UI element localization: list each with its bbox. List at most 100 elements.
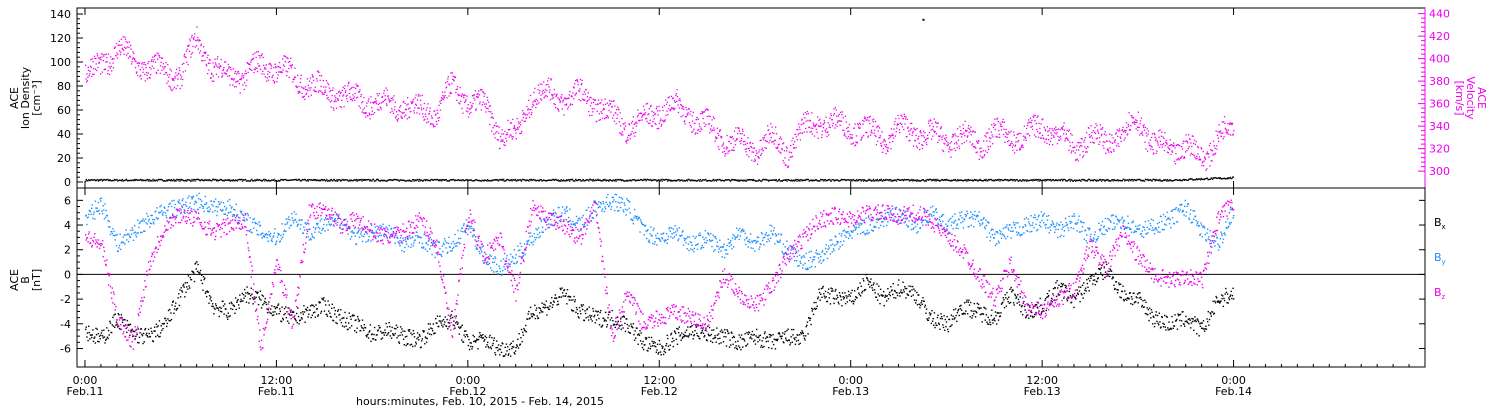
data-point [694, 133, 696, 135]
data-point [1140, 132, 1142, 134]
data-point [1169, 139, 1171, 141]
data-point [1103, 133, 1105, 135]
data-point [1010, 140, 1013, 143]
data-point [128, 324, 130, 326]
data-point [202, 179, 204, 182]
data-point [752, 147, 754, 149]
data-point [259, 65, 261, 67]
data-point [1103, 179, 1105, 181]
data-point [992, 136, 994, 138]
data-point [1108, 133, 1111, 135]
data-point [447, 328, 449, 330]
data-point [779, 151, 781, 154]
data-point [868, 120, 870, 122]
data-point [351, 100, 354, 102]
data-point [223, 180, 225, 182]
data-point [716, 137, 718, 139]
data-point [896, 178, 898, 181]
data-point [593, 101, 595, 104]
data-point [1202, 161, 1204, 163]
data-point [1166, 179, 1169, 181]
data-point [485, 179, 487, 181]
data-point [1218, 140, 1220, 143]
data-point [470, 179, 473, 181]
data-point [935, 133, 938, 135]
data-point [756, 180, 758, 182]
data-point [729, 180, 732, 182]
data-point [312, 79, 315, 82]
data-point [225, 73, 228, 75]
data-point [660, 178, 663, 181]
data-point [1215, 130, 1217, 132]
data-point [1225, 131, 1227, 133]
data-point [604, 103, 607, 106]
data-point [539, 90, 541, 92]
data-point [503, 180, 506, 182]
data-point [535, 98, 537, 101]
data-point [379, 330, 382, 333]
data-point [834, 179, 836, 181]
data-point [842, 117, 844, 119]
data-point [149, 180, 151, 182]
data-point [257, 291, 259, 294]
data-point [192, 37, 195, 40]
data-point [516, 117, 518, 120]
data-point [250, 179, 252, 181]
data-point [454, 322, 457, 324]
data-point [743, 143, 745, 146]
data-point [880, 144, 882, 146]
data-point [798, 179, 800, 181]
data-point [661, 119, 663, 122]
data-point [287, 61, 290, 63]
data-point [657, 110, 659, 112]
data-point [346, 179, 349, 181]
data-point [645, 103, 647, 105]
data-point [1030, 179, 1032, 181]
data-point [161, 57, 164, 59]
data-point [1018, 180, 1020, 182]
data-point [143, 332, 145, 335]
data-point [206, 72, 209, 75]
data-point [997, 179, 1000, 181]
data-point [441, 98, 443, 100]
data-point [851, 180, 853, 182]
data-point [752, 151, 755, 153]
data-point [451, 82, 453, 85]
data-point [233, 179, 235, 182]
data-point [809, 119, 812, 122]
data-point [744, 140, 746, 143]
data-point [1067, 179, 1069, 182]
data-point [1048, 143, 1051, 146]
data-point [480, 88, 482, 91]
data-point [433, 110, 436, 112]
data-point [110, 179, 112, 182]
data-point [606, 179, 608, 181]
data-point [742, 179, 745, 181]
data-point [619, 125, 622, 127]
data-point [504, 346, 506, 349]
data-point [989, 140, 991, 143]
data-point [401, 179, 403, 182]
data-point [134, 58, 136, 60]
data-point [844, 179, 846, 181]
data-point [1133, 179, 1135, 181]
data-point [605, 180, 607, 182]
data-point [1106, 179, 1108, 181]
data-point [180, 287, 182, 289]
data-point [1190, 142, 1192, 144]
data-point [992, 126, 995, 129]
data-point [234, 70, 237, 73]
data-point [517, 126, 519, 129]
data-point [507, 354, 509, 356]
data-point [316, 179, 318, 181]
data-point [1214, 147, 1216, 149]
data-point [735, 139, 737, 141]
data-point [642, 105, 645, 107]
data-point [1161, 146, 1163, 148]
data-point [728, 178, 730, 181]
data-point [337, 179, 339, 181]
data-point [684, 180, 686, 182]
data-point [635, 121, 637, 123]
data-point [1006, 179, 1009, 181]
data-point [239, 300, 242, 303]
